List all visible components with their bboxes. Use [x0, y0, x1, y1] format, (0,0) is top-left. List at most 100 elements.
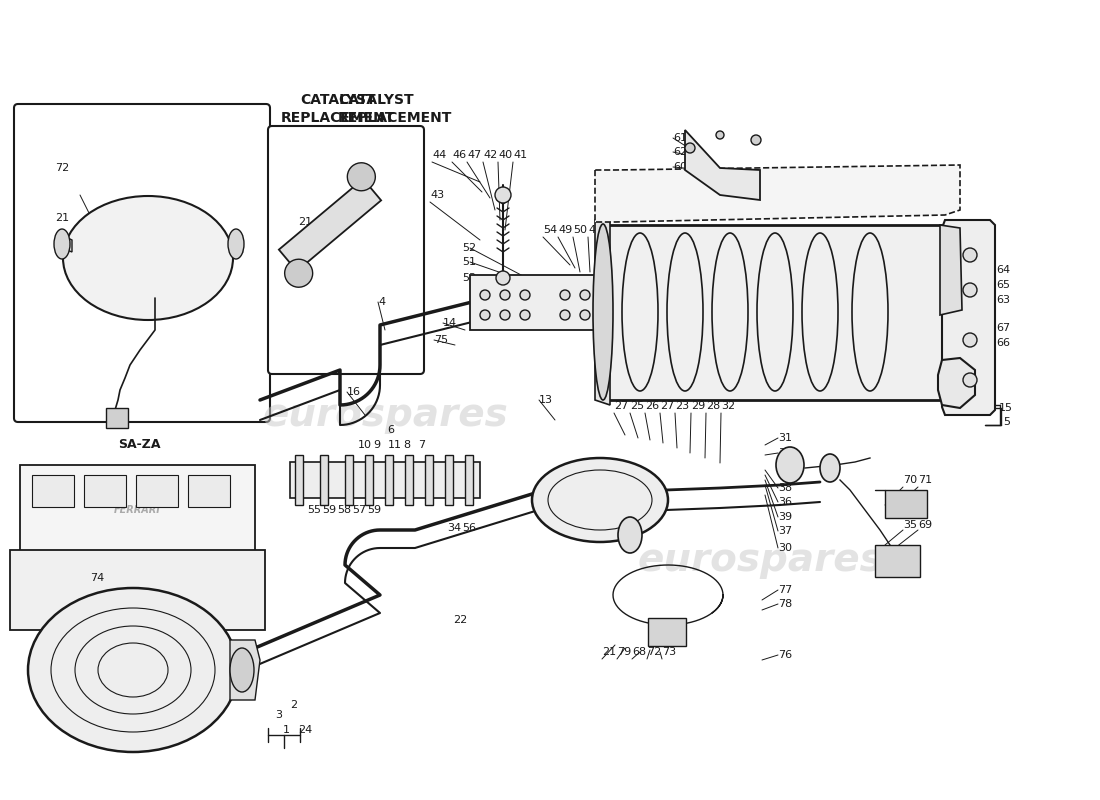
- Text: 21: 21: [602, 647, 616, 657]
- Text: 20: 20: [710, 227, 724, 237]
- Text: 61: 61: [673, 133, 688, 143]
- Text: 31: 31: [778, 433, 792, 443]
- Circle shape: [962, 283, 977, 297]
- Text: 66: 66: [996, 338, 1010, 348]
- Ellipse shape: [776, 447, 804, 483]
- Text: eurospares: eurospares: [637, 541, 883, 579]
- Bar: [84, 475, 126, 507]
- Polygon shape: [685, 130, 760, 200]
- Circle shape: [480, 310, 490, 320]
- Text: 19: 19: [726, 227, 740, 237]
- Text: 26: 26: [645, 401, 659, 411]
- Polygon shape: [940, 225, 962, 315]
- Text: 40: 40: [498, 150, 513, 160]
- Text: 36: 36: [778, 497, 792, 507]
- Text: 53: 53: [462, 273, 476, 283]
- Circle shape: [500, 290, 510, 300]
- Text: 30: 30: [778, 543, 792, 553]
- Ellipse shape: [63, 196, 233, 320]
- Ellipse shape: [618, 517, 642, 553]
- Text: SA-ZA: SA-ZA: [118, 438, 161, 451]
- FancyBboxPatch shape: [268, 126, 424, 374]
- Text: 62: 62: [673, 147, 688, 157]
- Circle shape: [962, 248, 977, 262]
- Circle shape: [520, 290, 530, 300]
- Text: 12: 12: [576, 285, 590, 295]
- Bar: [345, 455, 353, 505]
- FancyBboxPatch shape: [14, 104, 270, 422]
- Text: 37: 37: [778, 526, 792, 536]
- Text: 44: 44: [432, 150, 447, 160]
- Text: 74: 74: [90, 573, 104, 583]
- Text: 2: 2: [290, 700, 297, 710]
- Polygon shape: [942, 220, 996, 415]
- Circle shape: [595, 310, 605, 320]
- Text: 59: 59: [367, 505, 381, 515]
- Text: 23: 23: [675, 401, 689, 411]
- Circle shape: [560, 310, 570, 320]
- Ellipse shape: [28, 588, 238, 752]
- Polygon shape: [279, 179, 381, 271]
- Polygon shape: [230, 640, 260, 700]
- Text: 42: 42: [483, 150, 497, 160]
- Bar: [886, 490, 927, 518]
- Text: 47: 47: [468, 150, 482, 160]
- Text: 65: 65: [996, 280, 1010, 290]
- Polygon shape: [232, 235, 242, 252]
- Bar: [320, 455, 328, 505]
- Text: 14: 14: [443, 318, 458, 328]
- Circle shape: [962, 373, 977, 387]
- Text: 56: 56: [462, 523, 476, 533]
- Polygon shape: [95, 475, 214, 540]
- Polygon shape: [595, 215, 610, 405]
- Bar: [446, 455, 453, 505]
- Text: 13: 13: [539, 395, 553, 405]
- Circle shape: [751, 135, 761, 145]
- Bar: [20, 465, 255, 553]
- Text: 72: 72: [647, 647, 661, 657]
- Text: 3: 3: [275, 710, 282, 720]
- Text: 4: 4: [378, 297, 385, 307]
- Text: 63: 63: [996, 295, 1010, 305]
- Ellipse shape: [593, 224, 613, 400]
- Text: 24: 24: [298, 725, 312, 735]
- Text: 25: 25: [630, 401, 645, 411]
- Text: 6: 6: [387, 425, 394, 435]
- Text: REPLACEMENT: REPLACEMENT: [338, 111, 452, 125]
- Bar: [290, 462, 480, 498]
- Text: 21: 21: [298, 217, 312, 227]
- Text: 7: 7: [418, 440, 425, 450]
- Text: 5: 5: [1003, 417, 1010, 427]
- Text: 29: 29: [691, 401, 705, 411]
- Text: 16: 16: [346, 387, 361, 397]
- Text: 39: 39: [778, 512, 792, 522]
- Bar: [295, 455, 302, 505]
- Text: 17: 17: [825, 275, 839, 285]
- Text: CATALYST: CATALYST: [300, 93, 376, 107]
- Text: 15: 15: [999, 403, 1013, 413]
- Circle shape: [480, 290, 490, 300]
- Text: 76: 76: [778, 650, 792, 660]
- Text: 28: 28: [706, 401, 721, 411]
- Bar: [470, 275, 615, 330]
- Circle shape: [495, 187, 512, 203]
- Bar: [188, 475, 230, 507]
- Text: 34: 34: [447, 523, 461, 533]
- Text: 55: 55: [307, 505, 321, 515]
- Bar: [10, 550, 265, 630]
- Text: FERRARI: FERRARI: [113, 505, 161, 515]
- Text: 8: 8: [403, 440, 410, 450]
- Text: 67: 67: [996, 323, 1010, 333]
- Text: 9: 9: [373, 440, 381, 450]
- Text: 20: 20: [810, 275, 824, 285]
- Circle shape: [685, 143, 695, 153]
- Polygon shape: [595, 165, 960, 222]
- Text: 59: 59: [322, 505, 337, 515]
- Text: 11: 11: [388, 440, 401, 450]
- Text: 35: 35: [903, 520, 917, 530]
- Bar: [465, 455, 473, 505]
- Bar: [385, 455, 393, 505]
- Text: 49: 49: [558, 225, 572, 235]
- Text: CATALYST: CATALYST: [338, 93, 414, 107]
- Text: 50: 50: [573, 225, 587, 235]
